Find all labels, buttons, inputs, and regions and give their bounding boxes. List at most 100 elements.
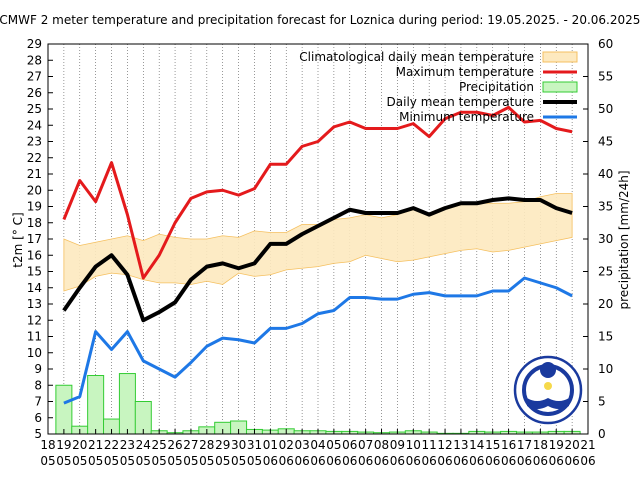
y-tick-label: 24 <box>27 118 42 132</box>
y-tick-label: 6 <box>34 411 42 425</box>
x-tick-month-label: 06 <box>564 454 579 468</box>
legend-label: Minimum temperature <box>399 110 534 124</box>
y2-axis-label: precipitation [mm/24h] <box>617 170 631 309</box>
x-tick-day-label: 13 <box>453 438 468 452</box>
y-tick-label: 11 <box>27 330 42 344</box>
x-tick-day-label: 08 <box>374 438 389 452</box>
y2-tick-label: 60 <box>598 37 613 51</box>
y-tick-label: 29 <box>27 37 42 51</box>
climatology-band <box>63 193 573 292</box>
y-axis-label: t2m [° C] <box>11 212 25 267</box>
y-tick-label: 27 <box>27 70 42 84</box>
x-tick-month-label: 05 <box>231 454 246 468</box>
x-tick-day-label: 26 <box>167 438 182 452</box>
x-tick-month-label: 06 <box>453 454 468 468</box>
legend: Climatological daily mean temperatureMax… <box>299 50 578 124</box>
precipitation-bar <box>118 373 136 435</box>
x-tick-month-label: 05 <box>167 454 182 468</box>
x-tick-month-label: 06 <box>469 454 484 468</box>
x-tick-month-label: 06 <box>390 454 405 468</box>
x-tick-day-label: 27 <box>183 438 198 452</box>
x-tick-month-label: 05 <box>104 454 119 468</box>
y2-tick-label: 50 <box>598 102 613 116</box>
x-tick-month-label: 05 <box>152 454 167 468</box>
x-tick-day-label: 18 <box>40 438 55 452</box>
logo-waves <box>527 398 569 409</box>
x-tick-day-label: 05 <box>326 438 341 452</box>
x-tick-day-label: 11 <box>422 438 437 452</box>
y2-tick-label: 35 <box>598 200 613 214</box>
x-tick-day-label: 21 <box>88 438 103 452</box>
y2-tick-label: 45 <box>598 135 613 149</box>
y2-tick-label: 20 <box>598 297 613 311</box>
x-tick-day-label: 04 <box>310 438 325 452</box>
x-tick-day-label: 22 <box>104 438 119 452</box>
x-tick-month-label: 06 <box>406 454 421 468</box>
y-tick-label: 20 <box>27 183 42 197</box>
x-tick-day-label: 16 <box>501 438 516 452</box>
y2-tick-label: 15 <box>598 330 613 344</box>
legend-label: Daily mean temperature <box>387 95 534 109</box>
y-tick-label: 17 <box>27 232 42 246</box>
y-tick-label: 16 <box>27 248 42 262</box>
y-tick-label: 12 <box>27 313 42 327</box>
x-tick-month-label: 06 <box>326 454 341 468</box>
x-tick-day-label: 03 <box>294 438 309 452</box>
precipitation-bars <box>55 373 581 435</box>
y2-tick-label: 25 <box>598 265 613 279</box>
x-tick-day-label: 29 <box>215 438 230 452</box>
x-tick-day-label: 06 <box>342 438 357 452</box>
x-tick-day-label: 20 <box>564 438 579 452</box>
x-tick-day-label: 28 <box>199 438 214 452</box>
x-tick-month-label: 06 <box>263 454 278 468</box>
legend-label: Maximum temperature <box>396 65 534 79</box>
x-tick-day-label: 12 <box>437 438 452 452</box>
x-tick-day-label: 24 <box>136 438 151 452</box>
x-tick-day-label: 31 <box>247 438 262 452</box>
x-tick-month-label: 06 <box>374 454 389 468</box>
y2-tick-label: 40 <box>598 167 613 181</box>
y-tick-label: 18 <box>27 216 42 230</box>
x-tick-month-label: 05 <box>40 454 55 468</box>
logo-top-dot <box>540 362 556 378</box>
y-tick-label: 7 <box>34 395 42 409</box>
x-tick-day-label: 19 <box>56 438 71 452</box>
y-tick-label: 15 <box>27 265 42 279</box>
x-tick-month-label: 06 <box>580 454 595 468</box>
y-tick-label: 28 <box>27 53 42 67</box>
x-tick-day-label: 02 <box>279 438 294 452</box>
x-tick-day-label: 20 <box>72 438 87 452</box>
x-tick-day-label: 23 <box>120 438 135 452</box>
x-tick-day-label: 15 <box>485 438 500 452</box>
y2-tick-label: 10 <box>598 362 613 376</box>
chart-title: ECMWF 2 meter temperature and precipitat… <box>0 13 640 27</box>
y-tick-label: 9 <box>34 362 42 376</box>
x-tick-month-label: 05 <box>199 454 214 468</box>
x-tick-month-label: 05 <box>120 454 135 468</box>
x-tick-day-label: 25 <box>152 438 167 452</box>
x-tick-day-label: 17 <box>517 438 532 452</box>
x-tick-month-label: 06 <box>422 454 437 468</box>
y-tick-label: 10 <box>27 346 42 360</box>
x-tick-month-label: 06 <box>549 454 564 468</box>
y-tick-label: 25 <box>27 102 42 116</box>
x-tick-month-label: 05 <box>247 454 262 468</box>
x-tick-month-label: 06 <box>485 454 500 468</box>
y-tick-label: 5 <box>34 427 42 441</box>
mean-temperature-line <box>62 196 573 323</box>
y2-tick-label: 55 <box>598 70 613 84</box>
y2-tick-label: 0 <box>598 427 606 441</box>
axes: 5678910111213141516171819202122232425262… <box>27 37 614 468</box>
x-tick-month-label: 05 <box>136 454 151 468</box>
legend-swatch-bar <box>542 81 578 93</box>
x-tick-day-label: 19 <box>549 438 564 452</box>
x-tick-month-label: 05 <box>183 454 198 468</box>
x-tick-month-label: 06 <box>279 454 294 468</box>
series-lines <box>62 105 573 405</box>
legend-label: Climatological daily mean temperature <box>299 50 534 64</box>
y-tick-label: 21 <box>27 167 42 181</box>
x-tick-day-label: 30 <box>231 438 246 452</box>
x-tick-day-label: 10 <box>406 438 421 452</box>
x-tick-month-label: 06 <box>437 454 452 468</box>
